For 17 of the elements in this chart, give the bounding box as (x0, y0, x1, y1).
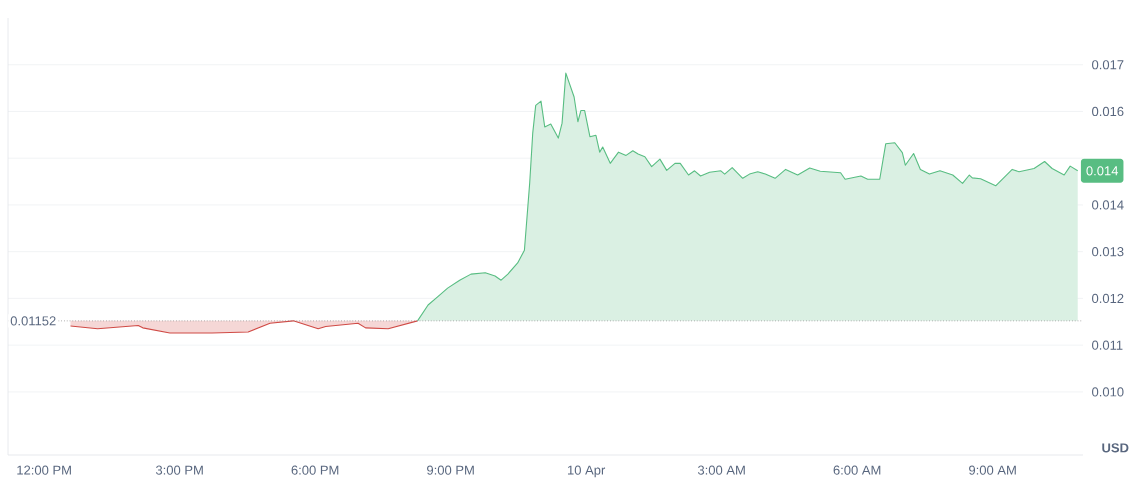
x-tick-label: 10 Apr (567, 465, 606, 478)
ref-line-label: 0.01152 (10, 316, 56, 326)
y-tick-label: 0.014 (1092, 200, 1124, 210)
x-tick-label: 6:00 PM (291, 465, 339, 475)
y-tick-label: 0.011 (1092, 340, 1123, 350)
y-axis-title: USD (1102, 443, 1129, 453)
y-tick-label: 0.012 (1092, 293, 1124, 304)
x-tick-label: 3:00 PM (155, 465, 203, 475)
y-tick-label: 0.016 (1092, 106, 1124, 117)
y-tick-label: 0.010 (1092, 387, 1124, 397)
x-tick-label: 9:00 AM (969, 465, 1016, 475)
x-tick-label: 3:00 AM (697, 465, 745, 475)
x-tick-label: 9:00 PM (427, 465, 474, 475)
x-tick-label: 6:00 AM (833, 465, 881, 475)
y-tick-label: 0.013 (1092, 247, 1124, 257)
y-tick-label: 0.017 (1092, 60, 1124, 70)
x-tick-label: 12:00 PM (17, 465, 71, 475)
